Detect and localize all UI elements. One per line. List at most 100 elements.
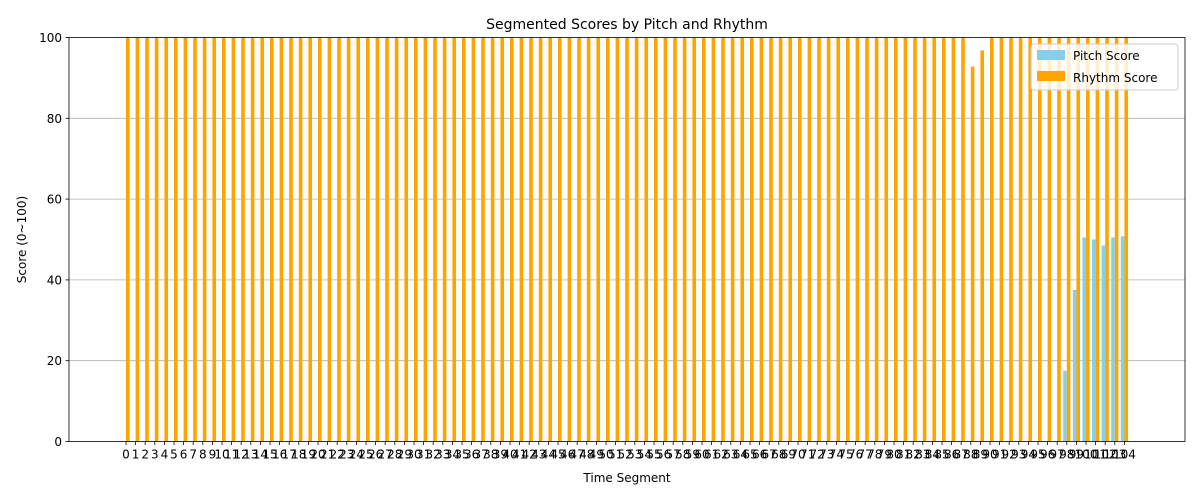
bar-rhythm-score — [433, 37, 437, 442]
x-tick-label: 91 — [992, 448, 1007, 462]
x-tick-label: 58 — [675, 448, 690, 462]
x-tick-label: 17 — [282, 448, 297, 462]
x-axis-ticks: 0 1 2 3 4 5 6 7 8 9101112131415161718192021222324… — [122, 441, 1136, 462]
x-tick-label: 69 — [781, 448, 796, 462]
bar-rhythm-score — [241, 37, 245, 442]
x-tick-label: 6 — [180, 448, 188, 462]
legend-label-rhythm: Rhythm Score — [1073, 71, 1157, 85]
x-tick-label: 83 — [915, 448, 930, 462]
bar-rhythm-score — [538, 37, 543, 442]
bar-rhythm-score — [135, 37, 140, 442]
x-tick-label: 27 — [378, 448, 393, 462]
bar-rhythm-score — [423, 37, 428, 442]
x-tick-label: 7 — [189, 448, 197, 462]
bar-rhythm-score — [711, 37, 716, 442]
bar-rhythm-score — [558, 37, 562, 442]
x-tick-label: 53 — [627, 448, 642, 462]
x-tick-label: 74 — [829, 448, 844, 462]
x-tick-label: 34 — [445, 448, 460, 462]
x-tick-label: 33 — [435, 448, 450, 462]
bar-rhythm-score — [644, 37, 648, 442]
bar-rhythm-score — [519, 37, 524, 442]
bar-rhythm-score — [913, 37, 917, 442]
bar-rhythm-score — [1018, 37, 1023, 442]
x-tick-label: 63 — [723, 448, 738, 462]
bar-rhythm-score — [730, 37, 735, 442]
x-tick-label: 60 — [694, 448, 709, 462]
x-tick-label: 9 — [209, 448, 217, 462]
bar-rhythm-score — [586, 37, 591, 442]
bar-rhythm-score — [836, 37, 840, 442]
bar-rhythm-score — [385, 37, 389, 442]
x-tick-label: 64 — [733, 448, 748, 462]
bar-rhythm-score — [1028, 37, 1032, 442]
x-tick-label: 51 — [608, 448, 623, 462]
x-tick-label: 95 — [1030, 448, 1045, 462]
x-tick-label: 23 — [339, 448, 354, 462]
bar-rhythm-score — [327, 37, 332, 442]
x-tick-label: 87 — [954, 448, 969, 462]
bar-rhythm-score — [270, 37, 274, 442]
x-tick-label: 36 — [464, 448, 479, 462]
x-tick-label: 44 — [541, 448, 556, 462]
x-tick-label: 3 — [151, 448, 159, 462]
bar-rhythm-score — [414, 37, 418, 442]
x-tick-label: 73 — [819, 448, 834, 462]
bar-rhythm-score — [145, 37, 149, 442]
bar-rhythm-score — [394, 37, 399, 442]
x-tick-label: 62 — [714, 448, 729, 462]
legend-swatch-pitch — [1037, 50, 1065, 60]
x-tick-label: 28 — [387, 448, 402, 462]
bar-rhythm-score — [759, 37, 764, 442]
bar-rhythm-score — [231, 37, 236, 442]
x-tick-label: 31 — [416, 448, 431, 462]
x-tick-label: 88 — [963, 448, 978, 462]
bar-rhythm-score — [1124, 37, 1128, 442]
bar-rhythm-score — [606, 37, 610, 442]
x-tick-label: 48 — [579, 448, 594, 462]
x-tick-label: 14 — [253, 448, 268, 462]
bar-rhythm-score — [922, 37, 927, 442]
bar-rhythm-score — [308, 37, 312, 442]
x-tick-label: 12 — [234, 448, 249, 462]
x-tick-label: 8 — [199, 448, 207, 462]
x-tick-label: 61 — [704, 448, 719, 462]
bar-rhythm-score — [942, 37, 946, 442]
x-tick-label: 89 — [973, 448, 988, 462]
bar-rhythm-score — [826, 37, 831, 442]
bar-rhythm-score — [807, 37, 812, 442]
bar-rhythm-score — [548, 37, 552, 442]
x-tick-label: 21 — [320, 448, 335, 462]
x-tick-label: 100 — [1075, 448, 1098, 462]
x-tick-label: 45 — [550, 448, 565, 462]
bar-rhythm-score — [1076, 37, 1080, 442]
x-axis-title: Time Segment — [582, 471, 670, 485]
bar-rhythm-score — [337, 37, 341, 442]
bar-rhythm-score — [1038, 37, 1042, 442]
y-tick-label: 20 — [47, 354, 62, 368]
bar-rhythm-score — [366, 37, 370, 442]
bar-rhythm-score — [202, 37, 207, 442]
bar-rhythm-score — [846, 37, 850, 442]
bar-rhythm-score — [154, 37, 159, 442]
x-tick-label: 50 — [598, 448, 613, 462]
x-tick-label: 29 — [397, 448, 412, 462]
x-tick-label: 13 — [243, 448, 258, 462]
bar-rhythm-score — [462, 37, 466, 442]
bar-rhythm-score — [375, 37, 380, 442]
bar-rhythm-score — [980, 50, 984, 442]
bar-rhythm-score — [404, 37, 408, 442]
legend-swatch-rhythm — [1037, 71, 1065, 81]
bar-pitch-score — [1072, 290, 1077, 442]
bar-pitch-score — [1120, 236, 1125, 442]
bar-rhythm-score — [481, 37, 485, 442]
bar-rhythm-score — [970, 66, 975, 442]
x-tick-label: 22 — [330, 448, 345, 462]
x-tick-label: 57 — [666, 448, 681, 462]
x-tick-label: 43 — [531, 448, 546, 462]
y-tick-label: 80 — [47, 112, 62, 126]
bar-rhythm-score — [625, 37, 629, 442]
x-tick-label: 76 — [848, 448, 863, 462]
x-tick-label: 5 — [170, 448, 178, 462]
bar-rhythm-score — [567, 37, 572, 442]
